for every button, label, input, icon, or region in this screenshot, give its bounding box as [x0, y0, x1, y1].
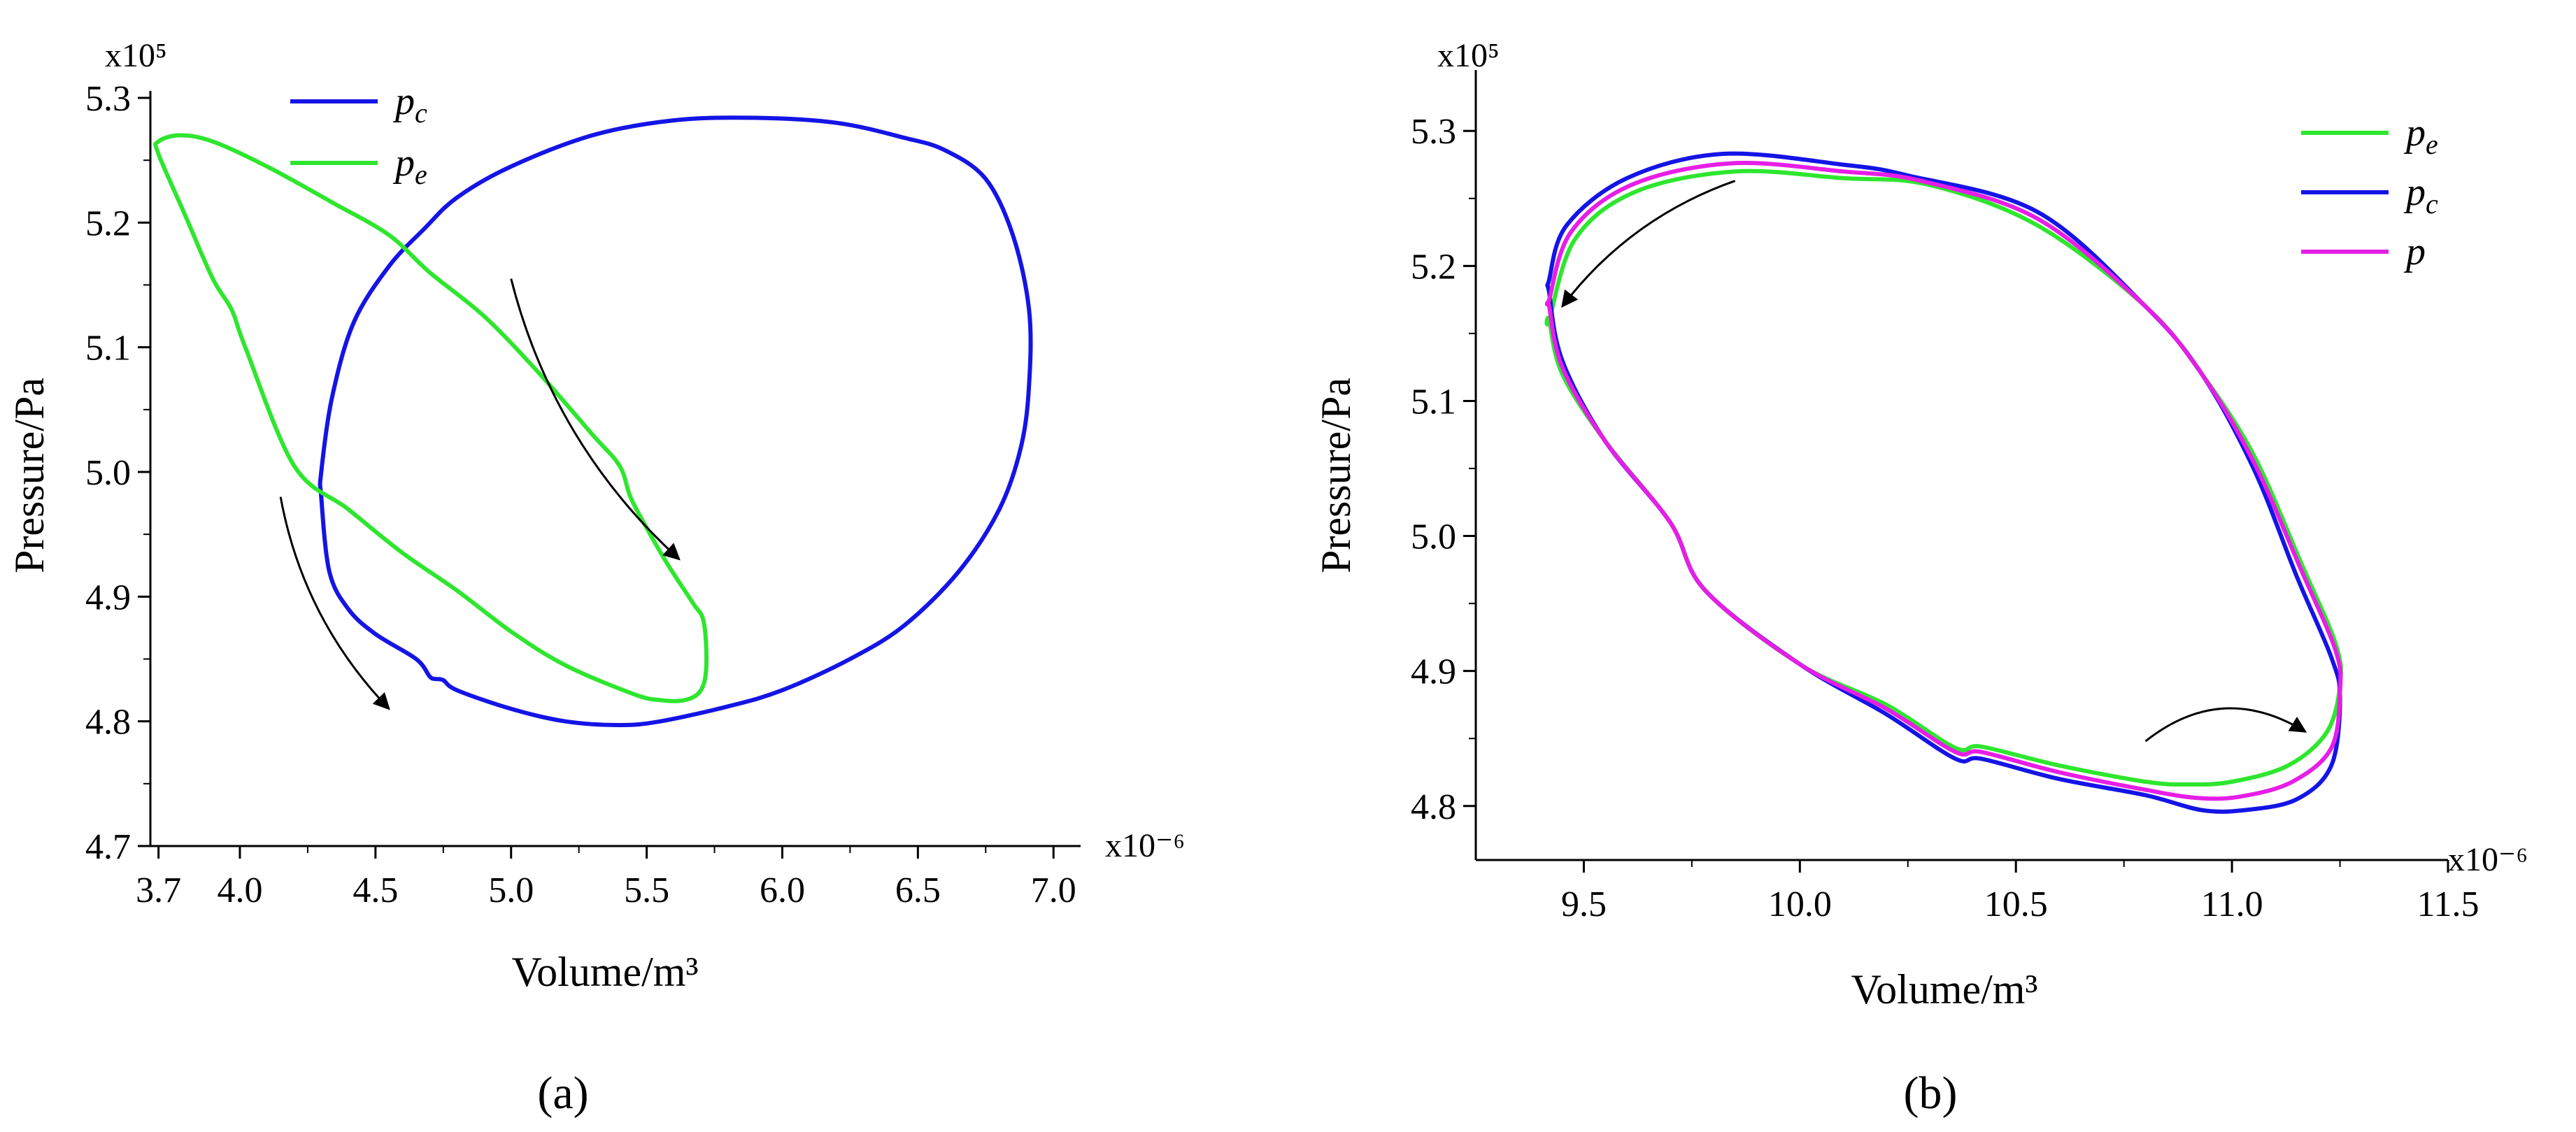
- chart-panel-a: 3.7 4.0 4.5 5.0 5.5 6.0 6.5 7.0 4.7 4.8 4.9 5.0 5.1 5…: [6, 37, 1185, 1119]
- legend-label: pc: [392, 80, 427, 129]
- y-tick-label: 5.2: [1411, 247, 1456, 287]
- y-tick-label: 4.8: [1411, 787, 1456, 827]
- x-axis-label-b: Volume/m³: [1851, 966, 2038, 1012]
- curves-b: [1544, 151, 2343, 814]
- x-tick-label: 6.0: [760, 871, 805, 910]
- direction-arrow: [1561, 180, 1736, 308]
- x-tick-label: 5.5: [624, 871, 669, 910]
- direction-arrows-b: [1561, 180, 2307, 743]
- y-axis-label-b: Pressure/Pa: [1313, 378, 1359, 573]
- series-line-p-c: [318, 115, 1033, 727]
- x-tick-label: 10.5: [1984, 884, 2048, 924]
- panel-label-a: (a): [537, 1068, 588, 1119]
- y-tick-label: 4.7: [85, 827, 131, 867]
- tick-labels-b: 9.5 10.0 10.5 11.0 11.5 4.8 4.9 5.0 5.1 5.2 5.3: [1411, 112, 2479, 924]
- legend-label: pe: [392, 141, 427, 190]
- x-tick-label: 10.0: [1768, 884, 1832, 924]
- x-tick-label: 5.0: [488, 871, 534, 910]
- y-multiplier-b: x10⁵: [1437, 37, 1500, 74]
- chart-panel-b: 9.5 10.0 10.5 11.0 11.5 4.8 4.9 5.0 5.1 5.2 5.3 x1…: [1313, 37, 2528, 1119]
- y-multiplier-a: x10⁵: [105, 37, 167, 74]
- y-tick-label: 5.1: [1411, 382, 1456, 422]
- legend-label: p: [2403, 230, 2426, 273]
- y-tick-label: 5.3: [85, 79, 131, 119]
- x-tick-label: 4.0: [217, 871, 262, 910]
- x-tick-label: 7.0: [1031, 871, 1076, 910]
- y-tick-label: 5.2: [85, 203, 131, 243]
- direction-arrow: [2144, 707, 2307, 743]
- axes-b: [1474, 70, 2448, 861]
- y-tick-label: 4.9: [85, 578, 131, 617]
- y-tick-label: 5.3: [1411, 112, 1456, 152]
- series-line-p: [1544, 161, 2343, 801]
- legend-b: pe pc p: [2301, 111, 2438, 273]
- y-tick-label: 5.0: [85, 453, 131, 493]
- x-axis-label-a: Volume/m³: [512, 949, 699, 995]
- x-tick-label: 3.7: [136, 871, 181, 910]
- y-axis-label-a: Pressure/Pa: [6, 378, 52, 573]
- legend-a: pc pe: [290, 80, 427, 190]
- direction-arrow: [279, 496, 390, 710]
- x-tick-label: 11.0: [2201, 884, 2263, 924]
- curves-a: [153, 115, 1033, 727]
- axes-a: [149, 91, 1081, 847]
- y-tick-label: 4.8: [85, 703, 131, 743]
- legend-label: pe: [2403, 111, 2438, 160]
- x-multiplier-a: x10⁻⁶: [1105, 827, 1185, 864]
- x-multiplier-b: x10⁻⁶: [2448, 841, 2528, 878]
- x-tick-label: 4.5: [353, 871, 398, 910]
- legend-label: pc: [2403, 171, 2438, 220]
- y-tick-label: 4.9: [1411, 652, 1456, 692]
- direction-arrows-a: [279, 278, 681, 710]
- x-tick-label: 6.5: [895, 871, 941, 910]
- direction-arrow: [510, 278, 681, 561]
- tick-marks-b: [1463, 129, 2449, 873]
- series-line-p-c: [1545, 151, 2342, 814]
- x-tick-label: 11.5: [2417, 884, 2479, 924]
- y-tick-label: 5.0: [1411, 517, 1456, 557]
- tick-marks-a: [138, 96, 1055, 859]
- panel-label-b: (b): [1904, 1068, 1958, 1119]
- tick-labels-a: 3.7 4.0 4.5 5.0 5.5 6.0 6.5 7.0 4.7 4.8 4.9 5.0 5.1 5…: [85, 79, 1076, 910]
- y-tick-label: 5.1: [85, 329, 131, 368]
- series-line-p-e: [1544, 169, 2343, 787]
- x-tick-label: 9.5: [1561, 884, 1607, 924]
- series-line-p-e: [153, 133, 709, 703]
